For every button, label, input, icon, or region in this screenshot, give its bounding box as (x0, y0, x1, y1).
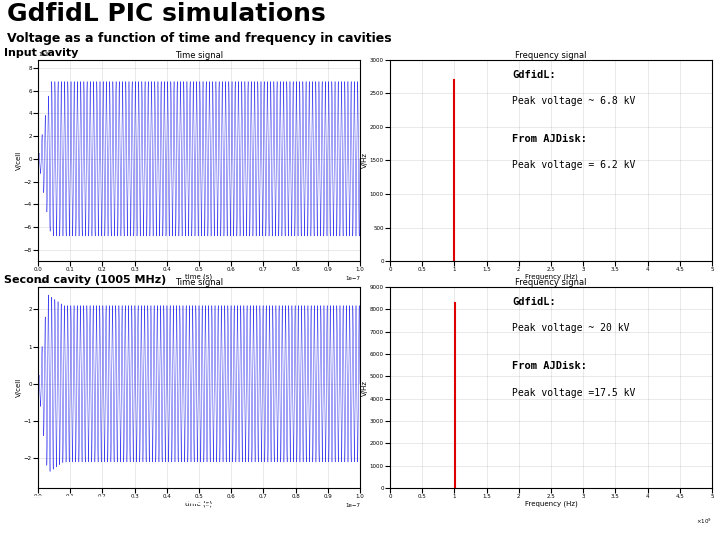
X-axis label: Frequency (Hz): Frequency (Hz) (525, 274, 577, 280)
X-axis label: time (s): time (s) (186, 274, 212, 280)
Text: 1824: 1824 (653, 512, 672, 521)
Y-axis label: V/cell: V/cell (17, 378, 22, 397)
Text: Second cavity (1005 MHz): Second cavity (1005 MHz) (4, 275, 166, 285)
Y-axis label: V/Hz: V/Hz (362, 152, 369, 168)
Text: CERN: CERN (30, 507, 55, 516)
X-axis label: Frequency (Hz): Frequency (Hz) (525, 501, 577, 507)
Text: 19: 19 (500, 505, 516, 518)
Y-axis label: V/cell: V/cell (17, 151, 22, 170)
Text: GdfidL PIC simulations: GdfidL PIC simulations (7, 2, 326, 26)
Text: GdfidL:: GdfidL: (513, 297, 556, 307)
Text: GdfidL:: GdfidL: (513, 70, 556, 80)
Text: Peak voltage ~ 6.8 kV: Peak voltage ~ 6.8 kV (513, 96, 636, 106)
Text: Voltage as a function of time and frequency in cavities: Voltage as a function of time and freque… (7, 32, 392, 45)
Text: Peak voltage =17.5 kV: Peak voltage =17.5 kV (513, 388, 636, 397)
Y-axis label: V/Hz: V/Hz (362, 380, 369, 395)
Text: Peak voltage ~ 20 kV: Peak voltage ~ 20 kV (513, 323, 630, 333)
Text: From AJDisk:: From AJDisk: (513, 361, 588, 372)
Text: $\times 10^9$: $\times 10^9$ (696, 517, 712, 526)
X-axis label: time (s): time (s) (186, 501, 212, 507)
Title: Frequency signal: Frequency signal (516, 278, 587, 287)
Text: $\times 10^9$: $\times 10^9$ (696, 290, 712, 299)
Text: Input cavity: Input cavity (4, 48, 78, 58)
Title: Time signal: Time signal (175, 51, 223, 60)
Text: Chiara Marrelli: Chiara Marrelli (261, 507, 343, 516)
Text: From AJDisk:: From AJDisk: (513, 134, 588, 144)
Title: Time signal: Time signal (175, 278, 223, 287)
Text: MANCHEsTER: MANCHEsTER (628, 500, 697, 509)
Text: The University of Manchester: The University of Manchester (616, 526, 708, 531)
Title: Frequency signal: Frequency signal (516, 51, 587, 60)
Text: Peak voltage = 6.2 kV: Peak voltage = 6.2 kV (513, 160, 636, 171)
